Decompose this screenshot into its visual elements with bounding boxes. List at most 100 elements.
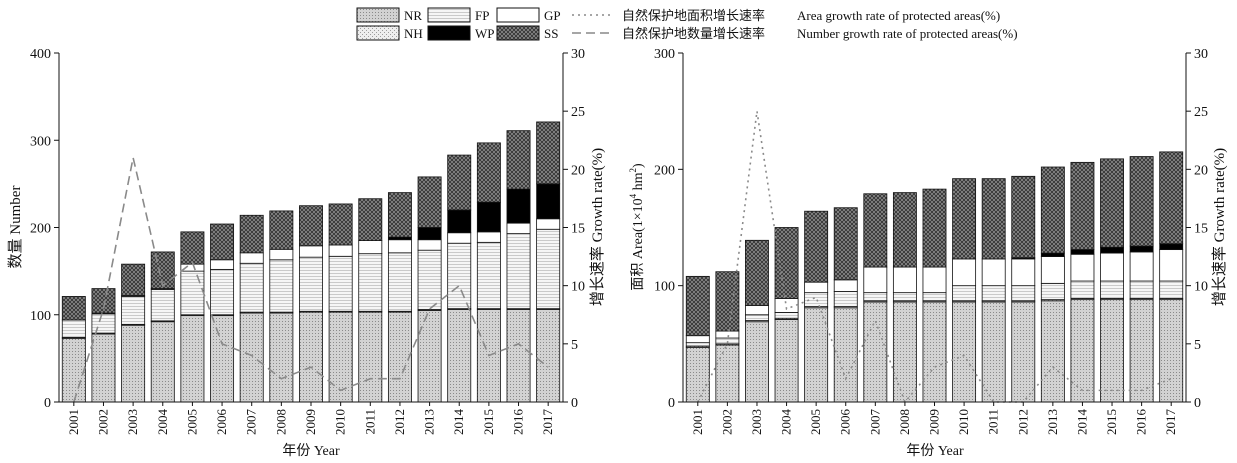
bar-segment-gp-2011 [981, 258, 1006, 287]
number-chart-y2-ticks: 0 5 10 15 20 25 30 [563, 47, 585, 411]
x-tick-label: 2008 [897, 409, 912, 435]
bar-segment-ss-2009 [299, 205, 323, 247]
bar-segment-nr-2011 [981, 301, 1006, 403]
y2-tick-label: 15 [571, 222, 585, 237]
number-chart-x-label: 年份 Year [282, 443, 340, 459]
bar-segment-fp-2012 [387, 252, 412, 312]
bar-segment-nr-2002 [715, 344, 740, 403]
bar-segment-fp-2001 [61, 319, 86, 338]
bar-segment-nr-2012 [1011, 301, 1036, 403]
bar-segment-ss-2014 [1070, 161, 1095, 251]
number-chart-y-ticks: 0 100 200 300 400 [30, 47, 59, 411]
bar-segment-nr-2010 [952, 301, 977, 403]
y2-tick-label: 10 [1194, 280, 1208, 295]
bar-segment-fp-2003 [121, 296, 146, 325]
bar-segment-nr-2006 [833, 307, 858, 403]
x-tick-label: 2014 [1074, 409, 1089, 436]
bar-segment-nr-2007 [239, 312, 264, 403]
x-tick-label: 2008 [273, 409, 288, 435]
x-tick-label: 2009 [303, 409, 318, 435]
x-tick-label: 2006 [838, 409, 853, 436]
legend-swatch-wp [427, 25, 471, 41]
bar-segment-ss-2010 [952, 178, 977, 260]
bar-segment-fp-2015 [1100, 280, 1124, 299]
legend-swatch-nh [356, 25, 400, 41]
x-tick-label: 2011 [362, 409, 377, 435]
legend-item-area-growth: 自然保护地面积增长速率 Area growth rate of protecte… [572, 8, 1000, 23]
bar-segment-ss-2012 [1011, 175, 1036, 259]
bar-segment-nr-2010 [328, 311, 353, 403]
area-chart-y2-label: 增长速率 Growth rate(%) [1211, 148, 1228, 306]
bar-segment-ss-2006 [210, 223, 235, 261]
bar-segment-ss-2017 [1159, 151, 1184, 245]
area-chart: 2001 2002 2003 2004 2005 2006 2007 2008 2009 2010… [628, 47, 1228, 459]
bar-segment-ss-2005 [180, 231, 205, 265]
bar-segment-ss-2010 [328, 203, 353, 246]
bar-segment-fp-2002 [91, 313, 116, 334]
bar-segment-nr-2006 [210, 315, 235, 403]
y-tick-label: 400 [30, 47, 51, 62]
bar-segment-ss-2015 [476, 142, 501, 203]
bar-segment-fp-2004 [774, 312, 799, 319]
bar-segment-gp-2011 [358, 240, 383, 255]
y2-tick-label: 25 [571, 105, 585, 120]
x-tick-label: 2007 [867, 409, 882, 436]
bar-segment-fp-2013 [1040, 282, 1065, 301]
bar-segment-ss-2014 [447, 154, 472, 211]
y2-tick-label: 30 [571, 47, 585, 62]
x-tick-label: 2016 [511, 409, 526, 436]
legend-label-nh: NH [404, 26, 423, 41]
bar-segment-gp-2009 [922, 266, 947, 294]
y2-tick-label: 25 [1194, 105, 1208, 120]
bar-segment-fp-2008 [892, 292, 917, 302]
x-tick-label: 2002 [719, 409, 734, 435]
bar-segment-nr-2003 [121, 324, 146, 403]
y-tick-label: 200 [30, 222, 51, 237]
legend-label-fp: FP [475, 8, 489, 23]
bar-segment-gp-2014 [1070, 253, 1095, 282]
legend-label-nr: NR [404, 8, 422, 23]
bar-segment-fp-2007 [239, 262, 264, 313]
x-tick-label: 2015 [1104, 409, 1119, 435]
x-tick-label: 2013 [1045, 409, 1060, 435]
bar-segment-fp-2003 [745, 314, 769, 321]
bar-segment-gp-2006 [210, 259, 235, 270]
bar-segment-fp-2014 [1070, 280, 1095, 299]
area-chart-growth-line [697, 111, 1172, 404]
bar-segment-nr-2005 [804, 307, 829, 403]
bar-segment-fp-2008 [269, 259, 294, 313]
x-tick-label: 2013 [422, 409, 437, 435]
bar-segment-ss-2003 [745, 239, 769, 306]
legend-area-growth-en: Area growth rate of protected areas(%) [797, 8, 1000, 23]
bar-segment-wp-2013 [1040, 252, 1065, 257]
y-tick-label: 300 [654, 47, 675, 62]
bar-segment-ss-2004 [774, 227, 799, 299]
area-chart-bars [685, 151, 1184, 403]
bar-segment-gp-2007 [239, 252, 264, 264]
y2-tick-label: 20 [1194, 163, 1208, 178]
number-chart-growth-line [73, 157, 549, 403]
x-tick-label: 2010 [956, 409, 971, 435]
y-tick-label: 300 [30, 134, 51, 149]
bar-segment-ss-2006 [833, 207, 858, 281]
bar-segment-fp-2006 [833, 291, 858, 308]
bar-segment-ss-2003 [121, 263, 146, 296]
bar-segment-ss-2001 [61, 296, 86, 321]
number-chart-bars [61, 121, 561, 403]
legend-item-number-growth: 自然保护地数量增长速率 Number growth rate of protec… [572, 26, 1018, 41]
bar-segment-nr-2002 [91, 333, 116, 403]
bar-segment-ss-2008 [892, 192, 917, 268]
bar-segment-gp-2012 [1011, 258, 1036, 287]
x-tick-label: 2015 [481, 409, 496, 435]
bar-segment-gp-2014 [447, 232, 472, 244]
bar-segment-gp-2012 [387, 239, 412, 254]
bar-segment-wp-2013 [417, 227, 442, 241]
bar-segment-gp-2002 [715, 330, 740, 339]
bar-segment-fp-2017 [536, 228, 561, 310]
bar-segment-ss-2005 [804, 210, 829, 283]
bar-segment-fp-2006 [210, 268, 235, 316]
x-tick-label: 2011 [986, 409, 1001, 435]
bar-segment-nr-2016 [1129, 299, 1154, 403]
bar-segment-nr-2001 [685, 346, 710, 403]
bar-segment-nr-2017 [1159, 299, 1184, 403]
